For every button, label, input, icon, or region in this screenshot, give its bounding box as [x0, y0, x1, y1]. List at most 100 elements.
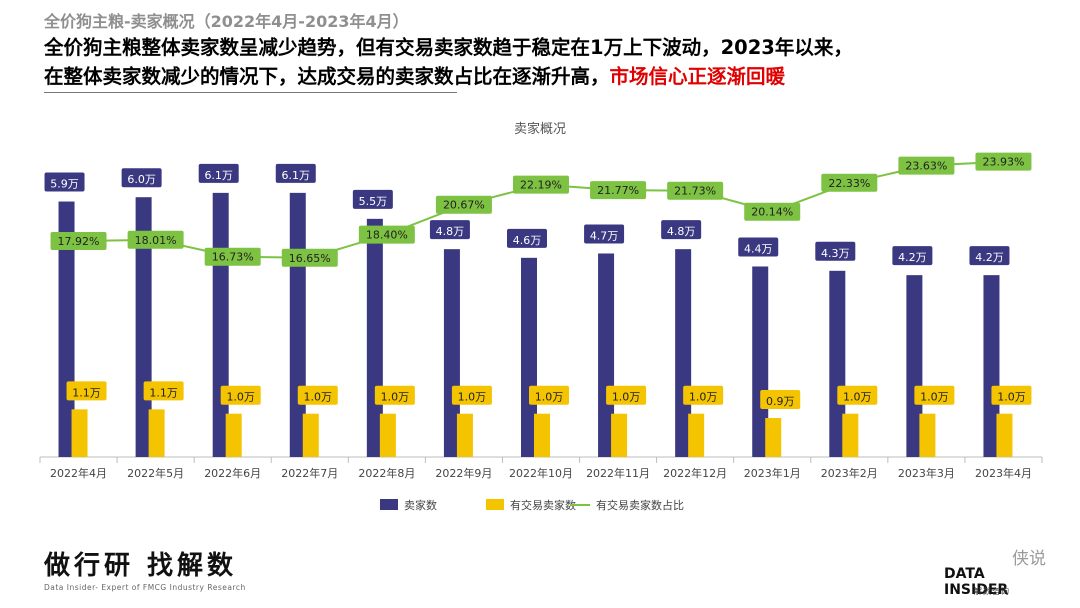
seller-data-label: 4.2万 [975, 251, 1004, 264]
ratio-label-box [435, 195, 492, 214]
seller-bar [675, 249, 692, 457]
traded-data-label: 1.0万 [304, 391, 333, 404]
traded-data-label: 1.0万 [997, 391, 1026, 404]
ratio-label-box [127, 230, 184, 249]
traded-data-label: 1.0万 [920, 391, 949, 404]
traded-label-box [606, 385, 647, 405]
traded-seller-bar [379, 413, 396, 457]
seller-label-box [121, 168, 162, 188]
seller-label-box [352, 189, 393, 209]
footer-slogan: 做行研 找解数 [44, 551, 238, 581]
traded-data-label: 1.0万 [381, 391, 410, 404]
seller-data-label: 4.3万 [821, 247, 850, 260]
ratio-data-label: 18.40% [366, 229, 408, 242]
watermark-text: 侠说 [1012, 549, 1046, 569]
traded-seller-bar [765, 418, 782, 457]
x-tick-label: 2023年4月 [975, 466, 1032, 480]
seller-bar [752, 266, 769, 457]
seller-data-label: 4.2万 [898, 251, 927, 264]
traded-seller-bar [919, 413, 936, 457]
legend-label-traded: 有交易卖家数 [510, 498, 576, 512]
seller-bar [906, 275, 923, 457]
legend-swatch-sellers [380, 499, 398, 510]
ratio-data-label: 21.73% [674, 185, 716, 198]
legend-label-sellers: 卖家数 [404, 498, 437, 512]
traded-seller-bar [148, 409, 165, 457]
slide-supertitle: 全价狗主粮-卖家概况（2022年4月-2023年4月） [44, 12, 409, 31]
x-tick-label: 2022年10月 [509, 466, 573, 480]
legend-label-ratio: 有交易卖家数占比 [596, 498, 684, 512]
seller-data-label: 4.6万 [513, 234, 542, 247]
ratio-data-label: 18.01% [135, 234, 177, 247]
ratio-data-label: 17.92% [58, 235, 100, 248]
seller-label-box [738, 237, 779, 257]
brand-name: DATA INSIDER [944, 566, 1009, 598]
chart-title: 卖家概况 [514, 121, 566, 137]
traded-data-label: 1.0万 [226, 391, 255, 404]
seller-data-label: 5.5万 [359, 195, 388, 208]
ratio-data-label: 16.65% [289, 252, 331, 265]
slide-headline: 全价狗主粮整体卖家数呈减少趋势，但有交易卖家数趋于稳定在1万上下波动，2023年… [44, 33, 1064, 91]
ratio-data-label: 22.19% [520, 179, 562, 192]
headline-line1: 全价狗主粮整体卖家数呈减少趋势，但有交易卖家数趋于稳定在1万上下波动，2023年… [44, 36, 853, 59]
ratio-label-box [667, 181, 724, 200]
ratio-data-label: 20.14% [751, 206, 793, 219]
x-tick-label: 2022年7月 [281, 466, 338, 480]
ratio-label-box [513, 175, 569, 194]
traded-seller-bar [71, 409, 88, 457]
ratio-data-label: 21.77% [597, 184, 639, 197]
headline-line2: 在整体卖家数减少的情况下，达成交易的卖家数占比在逐渐升高， [44, 65, 610, 88]
x-tick-label: 2022年8月 [358, 466, 415, 480]
x-tick-label: 2023年1月 [744, 466, 801, 480]
ratio-data-label: 20.67% [443, 199, 485, 212]
x-tick-label: 2022年11月 [586, 466, 650, 480]
ratio-label-box [50, 232, 107, 250]
traded-seller-bar [842, 413, 859, 457]
legend-swatch-traded [486, 499, 504, 510]
seller-data-label: 6.1万 [204, 169, 233, 182]
seller-label-box [429, 220, 470, 240]
seller-data-label: 6.1万 [282, 169, 311, 182]
traded-label-box [529, 385, 569, 405]
traded-seller-bar [996, 413, 1013, 457]
seller-data-label: 4.7万 [590, 229, 619, 242]
traded-seller-bar [534, 413, 550, 457]
seller-bar [598, 253, 615, 457]
seller-label-box [969, 246, 1010, 266]
seller-data-label: 4.4万 [744, 242, 773, 255]
footer-tagline: Data Insider- Expert of FMCG Industry Re… [44, 583, 246, 592]
traded-seller-bar [456, 413, 473, 457]
x-tick-label: 2022年6月 [204, 466, 261, 480]
traded-data-label: 0.9万 [766, 395, 795, 408]
traded-data-label: 1.0万 [458, 391, 487, 404]
traded-label-box [297, 385, 338, 405]
seller-bar [443, 249, 460, 457]
x-tick-label: 2022年12月 [663, 466, 727, 480]
traded-label-box [760, 390, 801, 410]
ratio-label-box [358, 225, 415, 244]
ratio-label-box [744, 202, 801, 221]
headline-divider [44, 92, 457, 93]
traded-label-box [66, 381, 107, 401]
traded-label-box [220, 385, 261, 405]
traded-seller-bar [225, 413, 242, 457]
traded-seller-bar [688, 413, 705, 457]
seller-label-box [815, 241, 856, 261]
traded-label-box [991, 385, 1032, 405]
seller-label-box [198, 163, 239, 183]
traded-label-box [374, 385, 415, 405]
x-tick-label: 2022年9月 [435, 466, 492, 480]
seller-bar [521, 257, 537, 457]
seller-label-box [275, 163, 316, 183]
traded-label-box [683, 385, 724, 405]
seller-data-label: 6.0万 [127, 173, 156, 186]
headline-highlight: 市场信心正逐渐回暖 [609, 65, 786, 88]
data-insider-logo: 侠说 DATA INSIDER 解数咨询 [944, 544, 1066, 604]
traded-data-label: 1.0万 [843, 391, 872, 404]
traded-data-label: 1.1万 [72, 386, 101, 399]
seller-data-label: 4.8万 [436, 225, 465, 238]
seller-label-box [44, 172, 85, 192]
traded-data-label: 1.0万 [535, 391, 564, 404]
traded-label-box [837, 385, 878, 405]
ratio-label-box [898, 156, 955, 175]
